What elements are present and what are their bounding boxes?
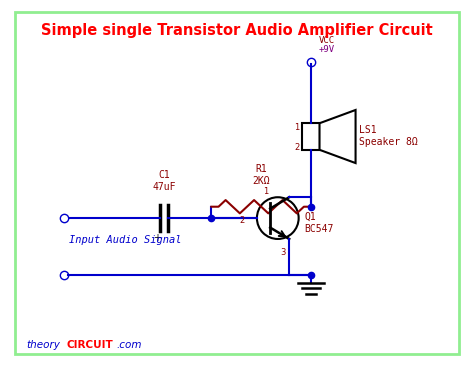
Text: VCC: VCC xyxy=(319,36,335,45)
Text: C1
47uF: C1 47uF xyxy=(152,170,176,191)
Text: 1: 1 xyxy=(294,123,300,131)
Text: +9V: +9V xyxy=(319,45,335,55)
FancyBboxPatch shape xyxy=(15,12,459,354)
Text: Input Audio Signal: Input Audio Signal xyxy=(69,235,182,245)
Text: .com: .com xyxy=(117,340,142,350)
Text: 3: 3 xyxy=(280,249,285,257)
Text: 1: 1 xyxy=(263,187,268,196)
Bar xyxy=(302,123,319,150)
Text: 2: 2 xyxy=(294,143,300,152)
Text: CIRCUIT: CIRCUIT xyxy=(66,340,113,350)
Text: Simple single Transistor Audio Amplifier Circuit: Simple single Transistor Audio Amplifier… xyxy=(41,23,433,38)
Circle shape xyxy=(257,197,299,239)
Text: +: + xyxy=(153,233,161,243)
Text: LS1
Speaker 8Ω: LS1 Speaker 8Ω xyxy=(359,125,418,147)
Text: theory: theory xyxy=(27,340,60,350)
Text: Q1
BC547: Q1 BC547 xyxy=(304,212,334,234)
Polygon shape xyxy=(319,110,356,163)
Text: R1
2KΩ: R1 2KΩ xyxy=(252,164,270,186)
Text: 2: 2 xyxy=(239,216,245,225)
